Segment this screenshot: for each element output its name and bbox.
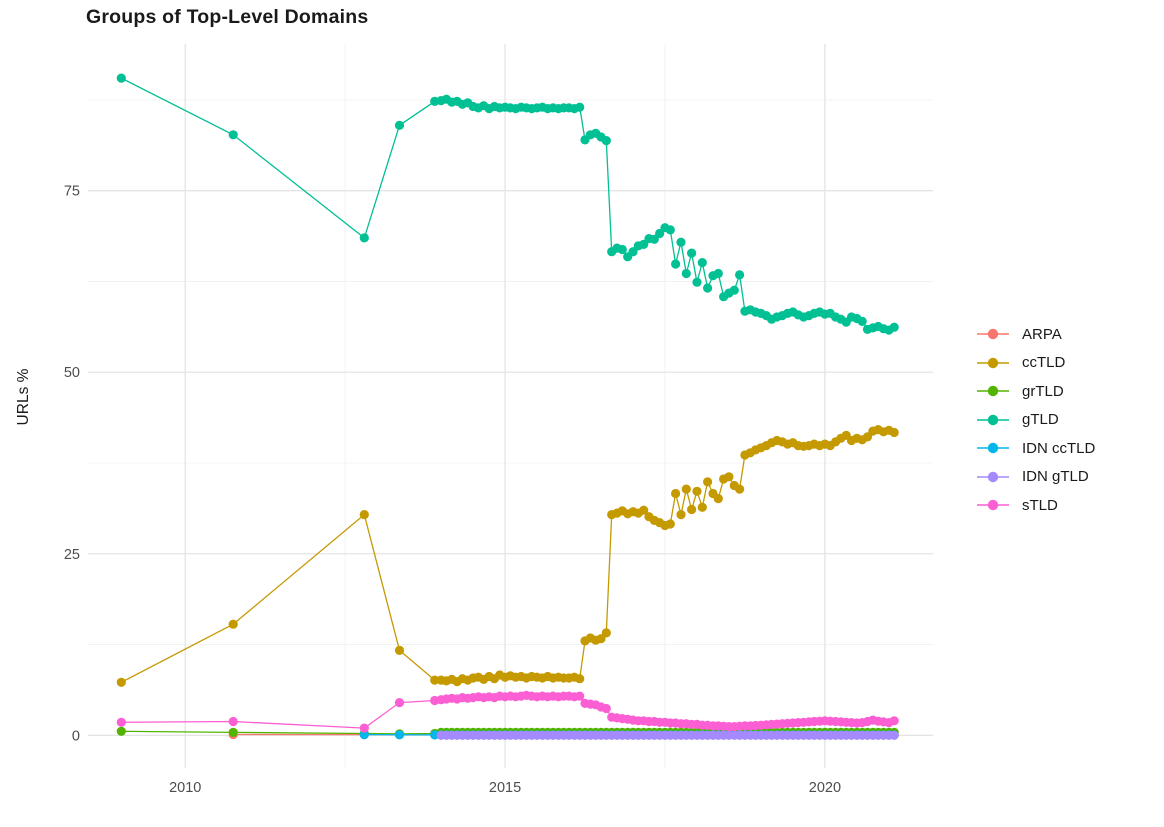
data-point <box>713 268 723 279</box>
data-point <box>697 258 707 268</box>
series-gtld <box>116 73 899 335</box>
series-stld <box>116 690 899 733</box>
legend-label: ccTLD <box>1022 354 1066 372</box>
data-point <box>713 494 723 504</box>
data-point <box>665 519 675 529</box>
legend-item-grtld: grTLD <box>976 377 1095 406</box>
data-point <box>703 283 713 293</box>
y-tick-label: 25 <box>64 547 80 563</box>
legend-label: gTLD <box>1022 411 1059 429</box>
legend-key-icon <box>977 443 1009 454</box>
data-point <box>116 717 126 727</box>
data-point <box>889 427 899 438</box>
data-point <box>676 509 686 520</box>
y-tick-label: 75 <box>64 184 80 200</box>
data-point <box>359 233 369 243</box>
data-point <box>655 228 665 239</box>
data-point <box>697 502 707 512</box>
data-point <box>681 484 691 494</box>
legend-label: ARPA <box>1022 325 1062 343</box>
legend-item-arpa: ARPA <box>976 320 1095 349</box>
legend-item-gtld: gTLD <box>976 406 1095 435</box>
data-point <box>676 237 686 247</box>
gridlines <box>88 44 933 768</box>
data-point <box>116 726 126 736</box>
data-point <box>596 634 606 644</box>
data-point <box>862 432 873 442</box>
data-point <box>639 239 649 249</box>
data-point <box>671 488 681 499</box>
data-point <box>228 130 238 140</box>
legend-item-idn-cctld: IDN ccTLD <box>976 434 1095 463</box>
data-point <box>575 102 585 112</box>
legend-item-stld: sTLD <box>976 491 1095 520</box>
data-point <box>649 234 659 244</box>
data-point <box>724 472 734 482</box>
data-point <box>692 277 702 287</box>
data-point <box>601 703 611 714</box>
data-point <box>575 674 585 684</box>
data-point <box>703 477 713 487</box>
data-point <box>628 247 638 257</box>
legend-item-idn-gtld: IDN gTLD <box>976 463 1095 492</box>
data-point <box>228 619 238 629</box>
legend-key-icon <box>977 386 1009 397</box>
legend: ARPA ccTLD grTLD gTLD IDN ccTLD IDN gTLD sTLD <box>976 320 1095 520</box>
x-tick-label: 2010 <box>169 780 201 796</box>
series-cctld <box>116 425 899 687</box>
data-point <box>692 486 702 496</box>
legend-label: IDN ccTLD <box>1022 439 1096 457</box>
data-point <box>359 723 369 733</box>
data-point <box>601 628 611 638</box>
legend-key-icon <box>977 329 1009 340</box>
data-point <box>687 248 697 258</box>
legend-label: grTLD <box>1022 382 1064 400</box>
series-idn-gtld <box>436 730 899 740</box>
data-point <box>729 285 739 295</box>
data-point <box>116 677 126 687</box>
axis-tick-labels: 0 25 50 75 2010 2015 2020 <box>64 184 841 796</box>
data-point <box>228 727 238 738</box>
y-tick-label: 50 <box>64 365 80 381</box>
data-point <box>116 73 126 83</box>
data-point <box>394 120 405 130</box>
legend-label: sTLD <box>1022 496 1058 514</box>
data-point <box>228 716 238 727</box>
data-point <box>735 270 745 280</box>
y-tick-label: 0 <box>72 728 80 744</box>
data-point <box>359 730 369 740</box>
data-point <box>889 716 899 726</box>
data-point <box>681 268 691 279</box>
data-point <box>617 244 627 255</box>
legend-key-icon <box>977 500 1009 511</box>
data-point <box>687 504 697 515</box>
data-point <box>857 316 867 326</box>
data-point <box>889 322 899 332</box>
data-point <box>394 698 405 708</box>
data-point <box>671 259 681 269</box>
legend-key-icon <box>977 357 1009 368</box>
data-point <box>359 509 369 520</box>
legend-key-icon <box>977 414 1009 425</box>
data-point <box>665 225 675 235</box>
legend-label: IDN gTLD <box>1022 468 1089 486</box>
data-point <box>889 730 899 740</box>
data-point <box>430 675 440 685</box>
chart-title: Groups of Top-Level Domains <box>86 6 369 28</box>
x-tick-label: 2015 <box>489 780 521 796</box>
x-tick-label: 2020 <box>809 780 841 796</box>
data-point <box>394 730 405 740</box>
data-point <box>575 691 585 701</box>
data-point <box>601 136 611 146</box>
legend-item-cctld: ccTLD <box>976 349 1095 378</box>
legend-key-icon <box>977 471 1009 482</box>
data-point <box>735 484 745 494</box>
data-point <box>394 645 405 656</box>
data-point <box>639 505 649 515</box>
